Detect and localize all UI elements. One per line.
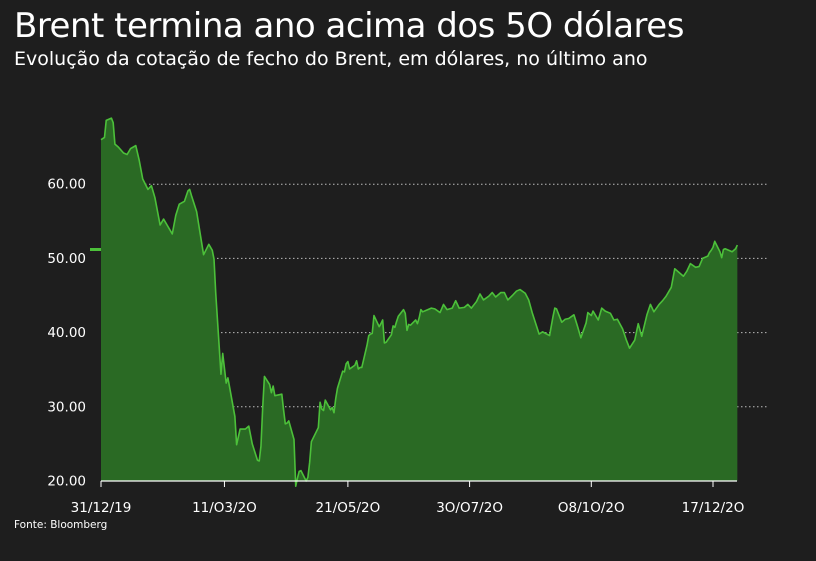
y-tick-label: 50.00 — [47, 251, 86, 267]
x-tick-label: 21/O5/2O — [316, 500, 381, 516]
price-area — [101, 118, 738, 487]
x-tick-label: 3O/O7/2O — [436, 500, 503, 516]
x-tick-label: 17/12/2O — [682, 500, 745, 516]
x-tick-label: 11/O3/2O — [192, 500, 257, 516]
x-tick-label: 31/12/19 — [71, 500, 132, 516]
area-layer — [90, 117, 739, 487]
chart-title: Brent termina ano acima dos 5O dólares — [14, 6, 684, 46]
source-note: Fonte: Bloomberg — [14, 519, 108, 531]
y-tick-label: 40.00 — [47, 325, 86, 341]
price-line — [100, 117, 739, 487]
y-tick-label: 60.00 — [47, 177, 86, 193]
chart-subtitle: Evolução da cotação de fecho do Brent, e… — [14, 48, 648, 70]
axis-layer: 20.00 30.00 40.00 50.00 60.00 31/12/19 11/O3/2… — [47, 177, 744, 516]
x-tick-label: O8/1O/2O — [558, 500, 625, 516]
y-tick-label: 20.00 — [47, 474, 86, 490]
y-tick-label: 30.00 — [47, 399, 86, 415]
